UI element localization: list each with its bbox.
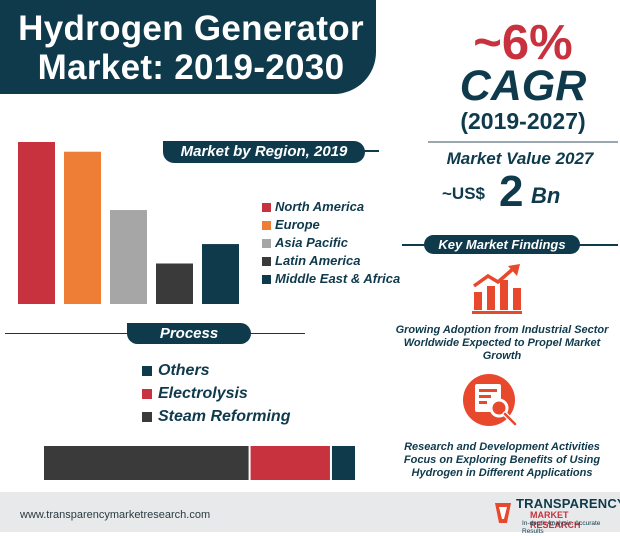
legend-label: Electrolysis: [158, 385, 248, 402]
segment-others: [331, 446, 355, 480]
finding-1-text: Growing Adoption from Industrial Sector …: [395, 324, 609, 362]
title-banner: [0, 0, 376, 94]
legend-label: Steam Reforming: [158, 408, 291, 425]
market-value-unit: Bn: [531, 183, 561, 208]
finding-2-text: Research and Development Activities Focu…: [403, 441, 601, 479]
region-chart-title: Market by Region, 2019: [163, 141, 365, 163]
cagr-label: CAGR: [459, 62, 587, 110]
market-value-prefix: ~US$: [442, 184, 485, 203]
page-title: Hydrogen Generator Market: 2019-2030: [10, 9, 372, 87]
cagr-value: ~6%: [473, 16, 573, 70]
cagr-period: (2019-2027): [460, 108, 586, 134]
legend-swatch: [262, 239, 271, 248]
legend-swatch: [142, 412, 152, 422]
market-value-label: Market Value 2027: [446, 149, 594, 168]
logo-text-line-1: TRANSPARENCY: [516, 496, 620, 511]
bar-middle-east-africa: [202, 244, 239, 304]
legend-swatch: [262, 221, 271, 230]
bar-latin-america: [156, 263, 193, 304]
legend-label: Asia Pacific: [275, 235, 348, 250]
legend-label: Others: [158, 362, 210, 379]
legend-swatch: [142, 366, 152, 376]
footer-bar: [0, 492, 620, 532]
bar-asia-pacific: [110, 210, 147, 304]
logo-mark-icon: [495, 503, 511, 523]
logo-text-line-2: MARKET RESEARCH: [530, 510, 581, 530]
legend-label: Middle East & Africa: [275, 271, 401, 286]
segment-steam-reforming: [44, 446, 249, 480]
growth-chart-icon: [472, 264, 522, 314]
process-chart-title: Process: [127, 323, 251, 344]
legend-label: Europe: [275, 217, 320, 232]
process-stacked-bar: [44, 446, 355, 480]
research-document-icon: [463, 374, 518, 427]
legend-swatch: [262, 275, 271, 284]
legend-label: North America: [275, 199, 365, 214]
logo-tagline: In-depth Analysis. Accurate Results: [522, 520, 601, 535]
title-line-1: Hydrogen Generator: [18, 9, 364, 48]
legend-swatch: [142, 389, 152, 399]
region-bar-chart: [18, 142, 239, 304]
legend-label: Latin America: [275, 253, 361, 268]
bar-europe: [64, 151, 101, 304]
findings-header: Key Market Findings: [424, 235, 580, 254]
footer-url[interactable]: www.transparencymarketresearch.com: [20, 509, 211, 521]
market-value-number: 2: [499, 167, 524, 216]
legend-swatch: [262, 203, 271, 212]
cagr-divider: [428, 141, 618, 143]
legend-swatch: [262, 257, 271, 266]
title-line-2: Market: 2019-2030: [37, 48, 345, 87]
bar-north-america: [18, 142, 55, 304]
segment-electrolysis: [250, 446, 330, 480]
